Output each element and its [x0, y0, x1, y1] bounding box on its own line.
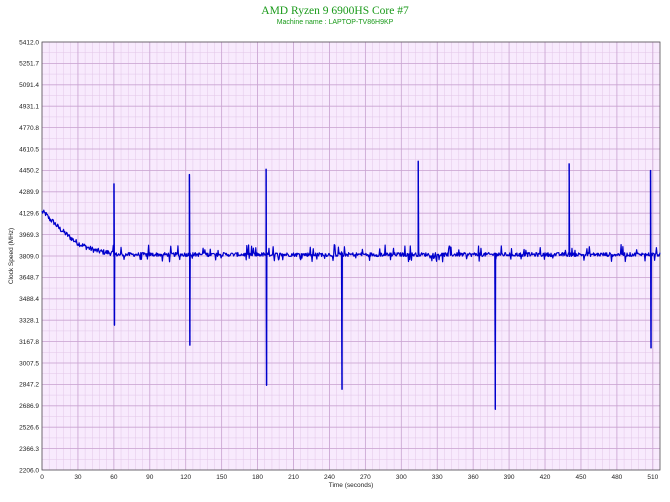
x-tick-label: 90	[146, 474, 154, 481]
y-tick-label: 5412.0	[19, 39, 39, 46]
plot-frame	[41, 41, 661, 471]
y-tick-label: 4289.9	[19, 189, 39, 196]
y-axis-label: Clock Speed (MHz)	[8, 228, 15, 284]
x-tick-label: 300	[396, 474, 407, 481]
y-tick-label: 5091.4	[19, 82, 39, 89]
x-tick-label: 0	[40, 474, 44, 481]
y-tick-label: 4610.5	[19, 146, 39, 153]
y-tick-label: 3167.8	[19, 339, 39, 346]
x-axis-label: Time (seconds)	[329, 482, 374, 489]
chart-subtitle: Machine name : LAPTOP-TV86H9KP	[276, 19, 394, 26]
y-tick-label: 2526.6	[19, 425, 39, 432]
y-tick-label: 4129.6	[19, 211, 39, 218]
x-tick-label: 420	[540, 474, 551, 481]
y-tick-label: 3648.7	[19, 275, 39, 282]
y-tick-label: 2847.2	[19, 382, 39, 389]
clock-speed-series-line	[41, 160, 661, 410]
y-tick-label: 4770.8	[19, 125, 39, 132]
y-tick-label: 3809.0	[19, 253, 39, 260]
y-tick-label: 2366.3	[19, 446, 39, 453]
chart-title: AMD Ryzen 9 6900HS Core #7	[261, 5, 409, 17]
x-tick-label: 180	[252, 474, 263, 481]
y-tick-label: 4931.1	[19, 104, 39, 111]
x-tick-label: 270	[360, 474, 371, 481]
y-tick-label: 4450.2	[19, 168, 39, 175]
x-tick-label: 360	[468, 474, 479, 481]
y-tick-label: 5251.7	[19, 61, 39, 68]
x-tick-label: 390	[504, 474, 515, 481]
y-tick-label: 2686.9	[19, 403, 39, 410]
y-tick-label: 3969.3	[19, 232, 39, 239]
y-tick-label: 3328.1	[19, 318, 39, 325]
y-tick-label: 3007.5	[19, 360, 39, 367]
x-tick-label: 120	[180, 474, 191, 481]
x-tick-label: 210	[288, 474, 299, 481]
x-tick-label: 330	[432, 474, 443, 481]
x-tick-label: 240	[324, 474, 335, 481]
x-tick-label: 510	[647, 474, 658, 481]
y-tick-label: 2206.0	[19, 467, 39, 474]
x-tick-label: 30	[74, 474, 82, 481]
x-tick-label: 150	[216, 474, 227, 481]
x-tick-label: 480	[611, 474, 622, 481]
x-tick-label: 60	[110, 474, 118, 481]
y-tick-label: 3488.4	[19, 296, 39, 303]
x-tick-label: 450	[576, 474, 587, 481]
